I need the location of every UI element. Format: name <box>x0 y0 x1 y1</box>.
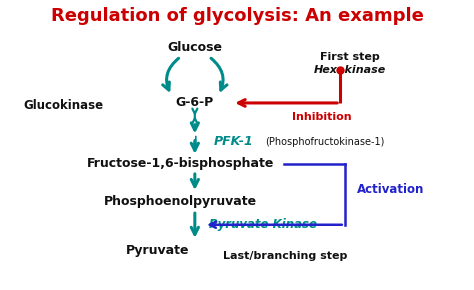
Text: Glucose: Glucose <box>167 41 222 54</box>
Text: Fructose-1,6-bisphosphate: Fructose-1,6-bisphosphate <box>87 157 274 170</box>
Text: PFK-1: PFK-1 <box>214 135 253 148</box>
Text: G-6-P: G-6-P <box>176 97 214 109</box>
Text: Pyruvate Kinase: Pyruvate Kinase <box>209 218 317 231</box>
Text: Activation: Activation <box>356 184 424 196</box>
Text: Glucokinase: Glucokinase <box>24 99 104 112</box>
Text: First step: First step <box>319 52 379 61</box>
Text: (Phosphofructokinase-1): (Phosphofructokinase-1) <box>265 137 384 146</box>
Text: Pyruvate: Pyruvate <box>126 244 189 257</box>
Text: Phosphoenolpyruvate: Phosphoenolpyruvate <box>104 195 257 208</box>
Text: Regulation of glycolysis: An example: Regulation of glycolysis: An example <box>51 7 423 25</box>
Text: Hexokinase: Hexokinase <box>313 65 385 75</box>
Text: Last/branching step: Last/branching step <box>223 251 347 261</box>
Text: ↓: ↓ <box>189 135 201 148</box>
Text: Inhibition: Inhibition <box>292 113 351 122</box>
